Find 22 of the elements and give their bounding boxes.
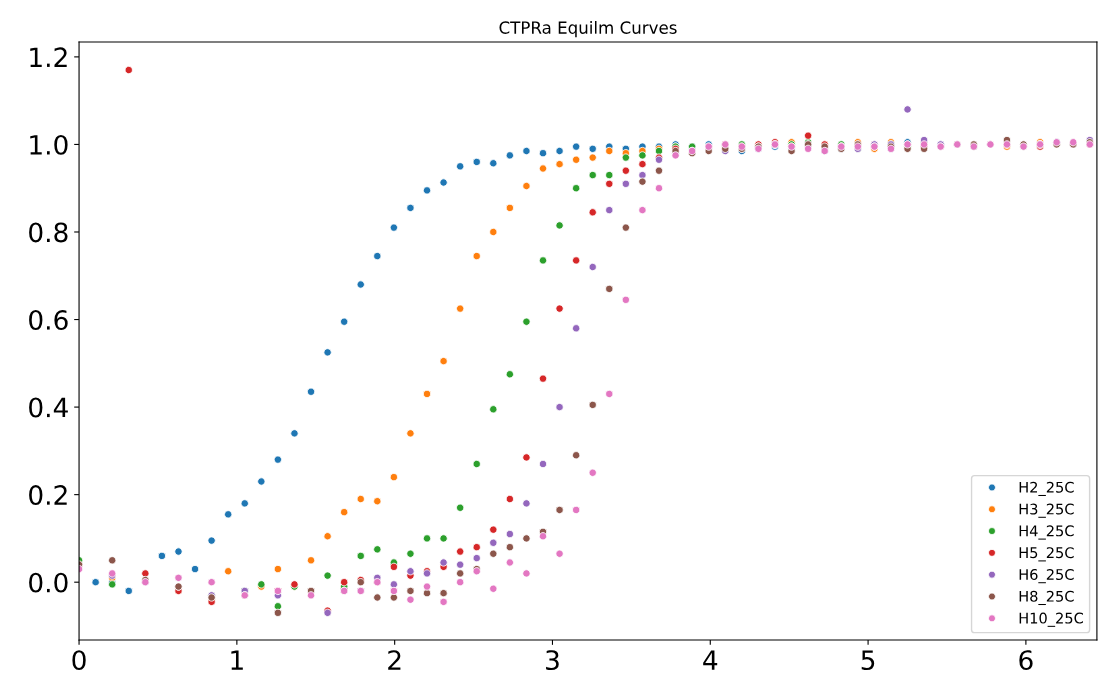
legend-label: H4_25C bbox=[1019, 525, 1074, 540]
chart-title: CTPRa Equilm Curves bbox=[499, 21, 677, 38]
x-tick-label: 0 bbox=[72, 650, 86, 671]
legend-label: H8_25C bbox=[1019, 590, 1074, 606]
y-tick-label: 1.0 bbox=[30, 134, 68, 155]
y-tick-label: 0.0 bbox=[29, 572, 68, 593]
x-tick-label: 3 bbox=[546, 650, 559, 671]
y-tick-label: 1.2 bbox=[30, 47, 67, 67]
x-tick-label: 6 bbox=[1019, 650, 1033, 671]
x-tick-label: 2 bbox=[388, 650, 401, 670]
y-tick-label: 0.8 bbox=[29, 222, 68, 243]
x-tick-label: 5 bbox=[861, 650, 875, 671]
x-tick-label: 1 bbox=[231, 650, 243, 670]
legend-label: H2_25C bbox=[1019, 481, 1074, 496]
y-tick-label: 0.6 bbox=[29, 309, 68, 330]
legend-label: H3_25C bbox=[1019, 503, 1074, 518]
legend-label: H10_25C bbox=[1019, 612, 1083, 627]
legend-label: H6_25C bbox=[1019, 568, 1074, 584]
legend-label: H5_25C bbox=[1019, 547, 1074, 562]
y-tick-label: 0.4 bbox=[29, 397, 68, 418]
y-tick-label: 0.2 bbox=[29, 485, 67, 506]
x-tick-label: 4 bbox=[703, 650, 718, 670]
